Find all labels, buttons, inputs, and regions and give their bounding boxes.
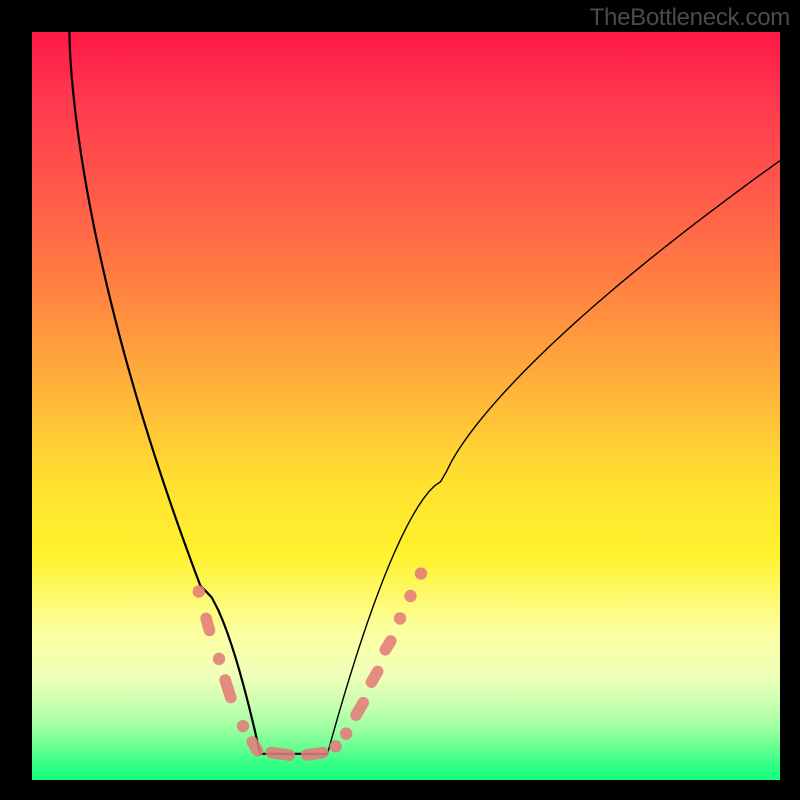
- bottleneck-curve: [69, 32, 260, 754]
- marker-pill: [244, 734, 265, 759]
- bottleneck-curve: [327, 161, 780, 754]
- marker-dot: [340, 727, 352, 739]
- marker-pill: [348, 695, 371, 723]
- marker-pill: [265, 746, 296, 762]
- watermark-text: TheBottleneck.com: [590, 4, 790, 32]
- marker-layer: [193, 567, 428, 761]
- marker-pill: [199, 611, 217, 637]
- marker-dot: [404, 590, 416, 602]
- marker-pill: [364, 663, 386, 690]
- chart-svg: [32, 32, 780, 780]
- marker-dot: [394, 612, 406, 624]
- plot-area: [32, 32, 780, 780]
- marker-dot: [329, 740, 341, 752]
- marker-dot: [415, 567, 427, 579]
- chart-container: TheBottleneck.com: [0, 0, 800, 800]
- marker-dot: [213, 653, 225, 665]
- marker-pill: [218, 673, 238, 705]
- marker-dot: [237, 720, 249, 732]
- marker-pill: [300, 746, 329, 761]
- marker-pill: [377, 633, 398, 658]
- marker-dot: [193, 585, 205, 597]
